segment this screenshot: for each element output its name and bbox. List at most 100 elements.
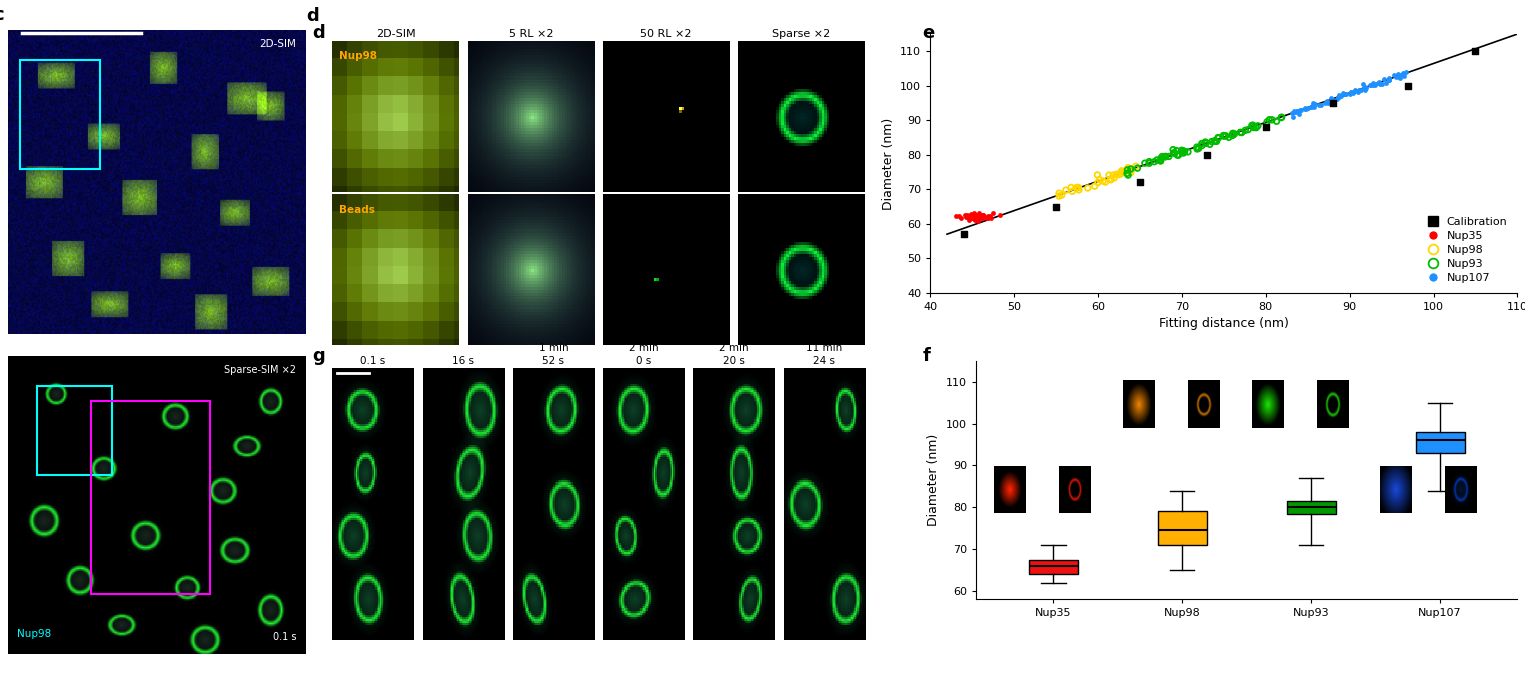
Title: 0.1 s: 0.1 s — [360, 355, 386, 366]
Point — [1339, 87, 1363, 98]
Point — [1244, 123, 1269, 133]
Point — [1257, 114, 1281, 125]
Point — [1353, 82, 1377, 93]
Point — [1308, 99, 1333, 110]
Point — [1064, 183, 1089, 193]
Point — [1194, 138, 1218, 148]
Point — [1096, 170, 1121, 180]
Point — [1383, 71, 1408, 82]
Point — [1357, 80, 1382, 91]
Point — [1119, 164, 1144, 175]
Point — [1222, 129, 1246, 140]
Point — [976, 212, 1000, 223]
Point — [961, 208, 985, 219]
Point — [1374, 77, 1398, 88]
Point — [1115, 165, 1139, 176]
Point — [949, 212, 973, 223]
Point — [1167, 150, 1191, 161]
Point — [1161, 144, 1185, 155]
Point — [1171, 145, 1196, 156]
Point — [1241, 122, 1266, 133]
Point — [970, 213, 994, 224]
Point — [968, 212, 993, 223]
Point — [1185, 144, 1209, 155]
Point — [1133, 158, 1157, 169]
Point — [978, 212, 1002, 223]
Point — [962, 210, 987, 221]
Point — [1299, 101, 1324, 112]
Title: 5 RL ×2: 5 RL ×2 — [509, 29, 554, 39]
Point — [1153, 151, 1177, 162]
Point — [1142, 156, 1167, 167]
Point — [1302, 99, 1327, 110]
Point — [1392, 70, 1417, 81]
Point — [956, 210, 981, 221]
Point — [1093, 176, 1118, 187]
Point — [1173, 146, 1197, 157]
Text: Beads: Beads — [339, 205, 375, 215]
Point — [1148, 155, 1173, 166]
Point — [1054, 185, 1078, 195]
Point — [965, 214, 990, 225]
Point — [1165, 150, 1190, 161]
Point — [971, 210, 996, 221]
Point — [1351, 78, 1376, 89]
Point — [1269, 112, 1293, 123]
Point — [1222, 129, 1246, 140]
Point — [1397, 80, 1421, 91]
Point — [1333, 89, 1357, 99]
Title: 1 min
52 s: 1 min 52 s — [538, 343, 569, 366]
Point — [1241, 120, 1266, 131]
Text: c: c — [0, 5, 3, 24]
Point — [1214, 130, 1238, 141]
Point — [1176, 146, 1200, 157]
Point — [1391, 68, 1415, 79]
Point — [1377, 74, 1401, 84]
Point — [1331, 89, 1356, 99]
Title: 50 RL ×2: 50 RL ×2 — [640, 29, 692, 39]
Point — [1388, 70, 1412, 81]
Point — [952, 229, 976, 240]
Point — [1391, 69, 1415, 80]
Text: d: d — [307, 7, 319, 25]
Point — [1299, 101, 1324, 112]
Point — [1206, 132, 1231, 143]
Point — [1377, 74, 1401, 85]
Point — [1287, 105, 1312, 116]
Point — [961, 213, 985, 224]
Point — [1148, 154, 1173, 165]
Point — [944, 211, 968, 222]
Point — [1254, 122, 1278, 133]
Point — [1118, 163, 1142, 174]
Point — [961, 211, 985, 222]
Point — [955, 210, 979, 221]
Point — [1115, 165, 1139, 176]
Point — [956, 211, 981, 222]
Point — [1217, 132, 1241, 143]
Point — [1196, 149, 1220, 160]
Point — [1110, 165, 1135, 176]
Point — [959, 212, 984, 223]
Point — [1186, 143, 1211, 154]
Point — [1240, 120, 1264, 131]
Point — [1385, 71, 1409, 82]
Point — [1153, 151, 1177, 162]
Point — [1060, 186, 1084, 197]
Point — [1289, 105, 1313, 116]
Point — [1339, 86, 1363, 97]
Point — [979, 212, 1003, 223]
Point — [1260, 114, 1284, 125]
Point — [976, 211, 1000, 222]
Point — [1066, 182, 1090, 193]
Point — [1246, 121, 1270, 131]
Point — [1112, 166, 1136, 177]
Point — [1464, 46, 1488, 57]
Point — [1109, 168, 1133, 178]
Point — [1362, 78, 1386, 89]
Point — [1148, 153, 1173, 163]
Point — [1241, 122, 1266, 133]
Point — [1203, 136, 1228, 146]
Point — [1382, 69, 1406, 80]
Point — [1190, 140, 1214, 151]
Text: e: e — [923, 24, 935, 42]
